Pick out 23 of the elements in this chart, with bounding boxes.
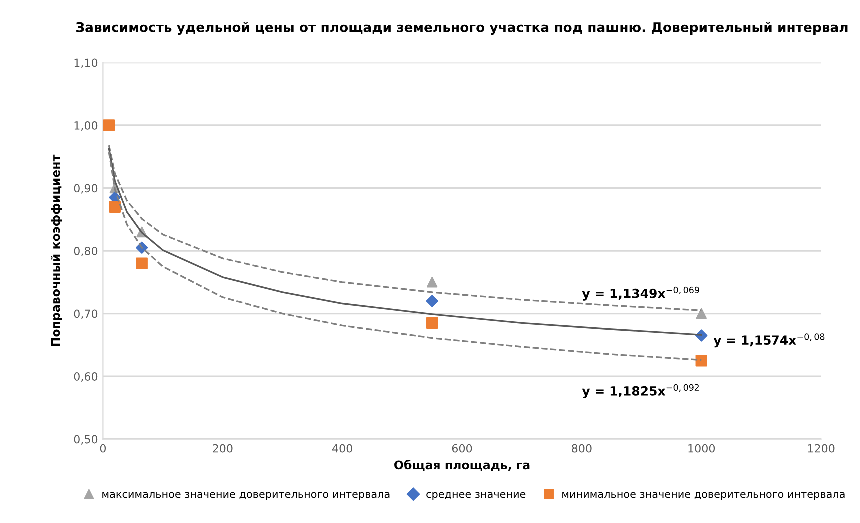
annotation: y = 1,1349x$^{−0,069}$ [582,286,700,301]
annotation: y = 1,1825x$^{−0,092}$ [582,384,699,398]
y-axis-title: Поправочный коэффициент [51,154,62,346]
annotation: y = 1,1574x$^{−0,08}$ [714,334,825,348]
y-tick-label: 0,50 [74,435,98,445]
x-axis-title: Общая площадь, га [394,460,530,472]
legend-label: среднее значение [426,492,526,500]
x-tick-label: 800 [572,444,592,453]
x-tick-label: 1000 [688,444,716,453]
y-tick-label: 0,70 [74,310,98,320]
x-tick-label: 600 [452,444,472,453]
x-tick-label: 0 [100,444,106,453]
x-tick-label: 200 [213,444,233,453]
y-tick-label: 1,10 [74,58,98,68]
y-tick-label: 0,60 [74,372,98,382]
y-tick-label: 0,90 [74,184,98,194]
legend-label: минимальное значение доверительного интервала [562,492,845,500]
x-tick-label: 400 [332,444,352,453]
chart-title: Зависимость удельной цены от площади земельного участка под пашню. Доверительный интервал [76,22,848,36]
x-tick-label: 1200 [808,444,835,453]
legend-label: максимальное значение доверительного интервала [102,492,390,500]
y-tick-label: 1,00 [74,121,98,132]
y-tick-label: 0,80 [74,247,98,257]
